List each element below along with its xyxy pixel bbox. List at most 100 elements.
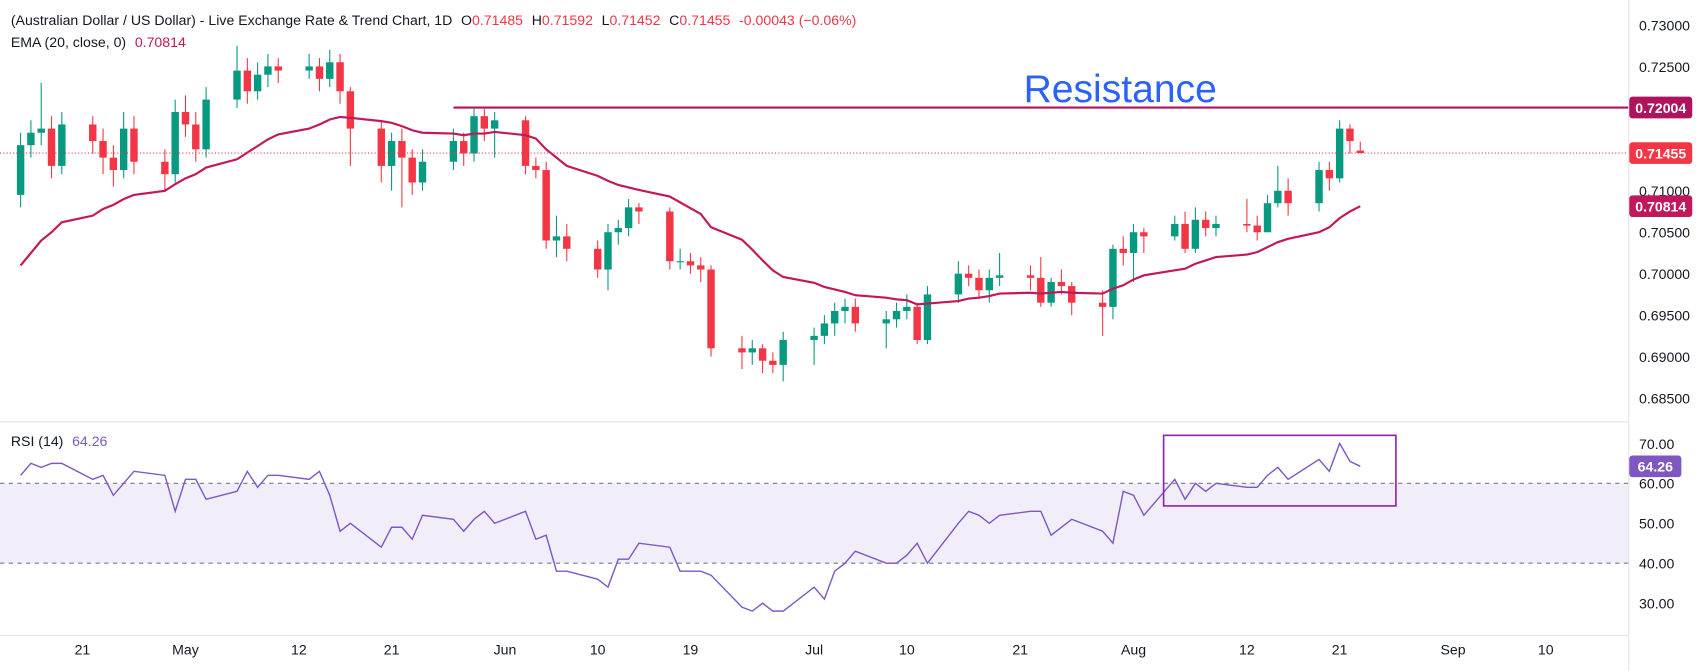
candle-body — [1171, 223, 1179, 237]
candle-body — [1356, 150, 1364, 154]
candle-body — [686, 261, 695, 266]
price-badge-label: 0.70814 — [1635, 199, 1686, 215]
candle-body — [1037, 277, 1045, 303]
y-tick-label: 0.72500 — [1639, 59, 1690, 75]
ema-legend-value: 0.70814 — [135, 34, 186, 50]
candle-body — [1140, 232, 1148, 237]
price-badge-label: 0.71455 — [1635, 145, 1686, 161]
candle-body — [1243, 223, 1251, 226]
candle-body — [758, 348, 767, 361]
annotation: Resistance — [1024, 68, 1217, 111]
candle-body — [16, 145, 25, 195]
candle-body — [27, 132, 35, 146]
candle-body — [418, 161, 427, 183]
ema-legend-name: EMA (20, close, 0) — [11, 34, 126, 50]
candle-body — [181, 112, 190, 125]
x-tick-label: Jul — [805, 642, 823, 658]
ema-legend: EMA (20, close, 0) 0.70814 — [11, 34, 186, 50]
ohlc-value: 0.71452 — [609, 12, 660, 28]
candle-body — [1315, 170, 1323, 204]
highlight-box — [1162, 434, 1397, 507]
candle-body — [192, 124, 200, 150]
candle-body — [408, 157, 416, 183]
candle-body — [892, 310, 901, 320]
candle-body — [58, 124, 66, 166]
candle-body — [326, 62, 334, 79]
candle-body — [377, 128, 385, 166]
ohlc-label: L — [602, 12, 610, 28]
price-badge — [1629, 142, 1693, 164]
x-tick-label: 12 — [1239, 642, 1255, 658]
y-tick-label: 0.70500 — [1639, 225, 1690, 241]
candle-body — [903, 306, 911, 311]
candle-body — [748, 348, 756, 353]
y-tick-label: 0.73000 — [1639, 17, 1690, 33]
x-tick-label: 21 — [1332, 642, 1348, 658]
candle-body — [1181, 223, 1189, 249]
candle-body — [563, 236, 571, 249]
change: -0.00043 (−0.06%) — [739, 12, 856, 28]
ohlc-value: 0.71455 — [679, 12, 730, 28]
y-tick-label: 40.00 — [1639, 556, 1674, 572]
candle-body — [1335, 128, 1344, 179]
rsi-badge — [1629, 455, 1682, 478]
candle-body — [47, 128, 56, 166]
candle-body — [624, 207, 633, 229]
candle-body — [89, 124, 97, 142]
candle-body — [707, 269, 715, 349]
candle-body — [1284, 190, 1292, 204]
candle-body — [1068, 286, 1076, 303]
candle-body — [1026, 275, 1035, 278]
candle-body — [913, 306, 921, 341]
candle-body — [99, 141, 107, 158]
candle-body — [964, 273, 973, 278]
candle-body — [1191, 219, 1200, 249]
candle-body — [697, 265, 705, 270]
candle-body — [305, 66, 313, 71]
candle-body — [810, 335, 818, 341]
y-tick-label: 0.70000 — [1639, 266, 1690, 282]
candle-body — [923, 294, 932, 341]
candle-body — [975, 277, 983, 291]
x-tick-label: 21 — [1012, 642, 1028, 658]
candle-body — [274, 66, 282, 71]
candle-body — [676, 261, 684, 263]
rsi-line — [20, 441, 1361, 612]
x-tick-label: Aug — [1121, 642, 1146, 658]
candle-body — [769, 360, 777, 365]
candle-body — [841, 306, 849, 311]
x-tick-label: 12 — [291, 642, 307, 658]
candle-body — [1253, 225, 1261, 233]
candle-body — [593, 248, 602, 270]
y-tick-label: 30.00 — [1639, 596, 1674, 612]
candle-body — [37, 128, 45, 133]
candle-body — [109, 157, 118, 171]
candle-body — [171, 112, 179, 175]
rsi-legend: RSI (14) 64.26 — [11, 433, 108, 449]
price-badge — [1629, 195, 1693, 218]
candle-body — [851, 306, 860, 324]
x-tick-label: 19 — [683, 642, 699, 658]
candle-body — [738, 348, 746, 353]
ohlc-label: O — [461, 12, 472, 28]
candle-body — [161, 161, 169, 175]
candle-body — [130, 128, 138, 162]
rsi-band — [0, 483, 1629, 564]
y-tick-label: 0.71000 — [1639, 183, 1690, 199]
x-tick-label: May — [172, 642, 200, 658]
rsi-legend-value: 64.26 — [72, 433, 107, 449]
candle-body — [635, 207, 643, 212]
candle-body — [336, 62, 344, 92]
price-badge-label: 0.72004 — [1635, 100, 1686, 116]
y-tick-label: 0.68500 — [1639, 390, 1690, 406]
ema-line — [19, 115, 1361, 306]
candle-body — [202, 99, 210, 150]
y-tick-label: 50.00 — [1639, 516, 1674, 532]
x-tick-label: Sep — [1440, 642, 1465, 658]
candle-body — [1109, 248, 1117, 307]
header-title: (Australian Dollar / US Dollar) - Live E… — [11, 12, 453, 28]
candle-body — [264, 66, 272, 75]
price-badge — [1629, 96, 1693, 119]
x-tick-label: 21 — [75, 642, 91, 658]
